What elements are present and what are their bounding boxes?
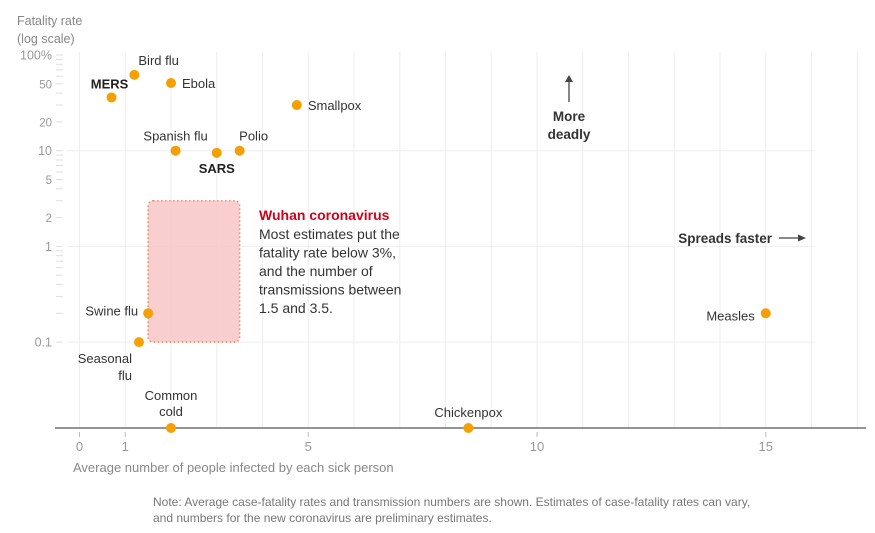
data-label: Swine flu	[85, 303, 138, 318]
data-label: Polio	[239, 129, 268, 144]
y-tick-label: 2	[46, 213, 52, 225]
data-point	[463, 423, 474, 433]
x-tick-label: 1	[122, 439, 129, 454]
data-point	[234, 145, 245, 156]
data-label: MERS	[91, 76, 129, 91]
y-tick-label: 10	[38, 144, 52, 158]
coronavirus-range-rect	[147, 199, 241, 343]
x-tick-label: 5	[305, 439, 312, 454]
y-tick-label: 5	[46, 175, 52, 187]
data-point	[166, 423, 176, 433]
annotation-title: Wuhan coronavirus	[259, 207, 390, 223]
data-label: Chickenpox	[434, 405, 502, 420]
y-tick-labels: 100% 50 20 10 5 2 1 0.1	[20, 49, 52, 350]
data-point	[133, 337, 144, 348]
data-point	[170, 145, 181, 156]
data-point	[106, 92, 117, 103]
data-label: Bird flu	[138, 53, 178, 68]
y-axis-label-line-2: (log scale)	[17, 32, 75, 46]
annotation-line-1: Most estimates put the	[259, 226, 400, 242]
y-axis-label-line-1: Fatality rate	[17, 14, 82, 28]
y-tick-label: 20	[39, 117, 52, 129]
data-labels: MERS Bird flu Ebola Smallpox Spanish flu SARS…	[78, 53, 755, 420]
x-tick-label: 15	[759, 439, 773, 454]
annotation-line-2: fatality rate below 3%,	[259, 245, 396, 261]
spreads-faster-label: Spreads faster	[678, 231, 773, 246]
data-point	[166, 77, 176, 88]
data-point	[129, 69, 140, 80]
x-tick-labels: 0 1 5 10 15	[76, 432, 773, 454]
data-label: flu	[118, 368, 132, 383]
x-axis-label: Average number of people infected by eac…	[73, 460, 394, 475]
data-label: cold	[159, 404, 183, 419]
right-arrow-icon	[779, 234, 806, 242]
data-label: Measles	[706, 308, 755, 323]
annotation-line-5: 1.5 and 3.5.	[259, 300, 333, 316]
data-point	[211, 147, 222, 158]
y-axis-label: Fatality rate (log scale)	[17, 14, 82, 46]
more-deadly-line-2: deadly	[548, 127, 591, 142]
highlight-region	[147, 199, 241, 343]
x-tick-label: 10	[530, 439, 544, 454]
data-label: Ebola	[182, 76, 216, 91]
y-minor-ticks	[56, 54, 63, 343]
y-tick-label: 100%	[20, 49, 52, 63]
data-point	[143, 308, 154, 319]
y-tick-label: 1	[45, 240, 52, 254]
more-deadly-line-1: More	[553, 109, 586, 124]
y-tick-label: 0.1	[35, 336, 52, 350]
data-points	[106, 69, 771, 433]
annotation-line-4: transmissions between	[259, 282, 401, 298]
data-point	[291, 100, 302, 111]
up-arrow-icon	[565, 75, 573, 102]
data-label: Common	[145, 388, 198, 403]
data-label: Spanish flu	[143, 129, 207, 144]
annotation-line-3: and the number of	[259, 263, 373, 279]
data-label: Seasonal	[78, 351, 132, 366]
y-tick-label: 50	[39, 79, 52, 91]
data-label: SARS	[199, 161, 235, 176]
data-label: Smallpox	[308, 98, 362, 113]
chart-note: Note: Average case-fatality rates and tr…	[153, 495, 751, 525]
data-point	[760, 308, 771, 319]
coronavirus-annotation: Wuhan coronavirus Most estimates put the…	[259, 207, 401, 316]
x-tick-label: 0	[76, 439, 83, 454]
direction-labels: More deadly Spreads faster	[548, 75, 806, 246]
